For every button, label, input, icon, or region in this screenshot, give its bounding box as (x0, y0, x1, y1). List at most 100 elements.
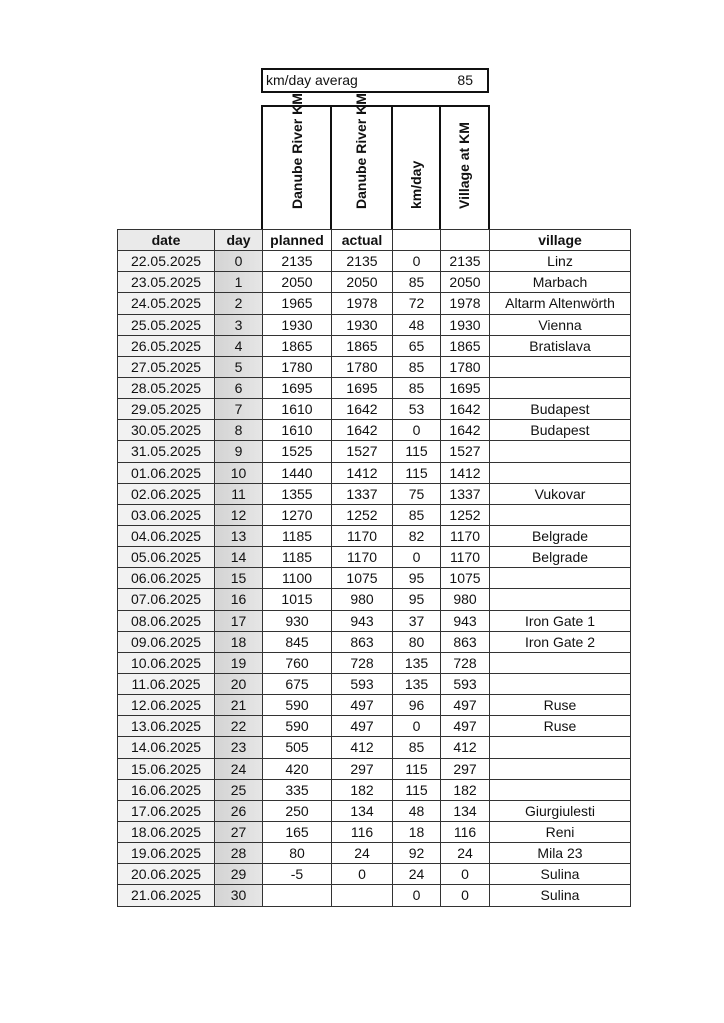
cell-actual: 728 (331, 651, 393, 674)
cell-village (489, 503, 631, 526)
cell-village-at-km: 1642 (440, 419, 490, 442)
cell-planned: 2135 (262, 250, 332, 273)
cell-village-at-km: 1337 (440, 482, 490, 505)
cell-village-at-km: 116 (440, 820, 490, 844)
cell-day: 8 (214, 419, 263, 442)
cell-date: 20.06.2025 (117, 863, 215, 886)
column-header-village: village (489, 228, 631, 252)
table-row: 09.06.2025 18 845 863 80 863 Iron Gate 2 (117, 630, 631, 653)
cell-day: 19 (214, 651, 263, 674)
itinerary-table: date day planned actual village 22.05.2025 0 2… (117, 228, 631, 907)
cell-village (489, 355, 631, 378)
cell-village-at-km: 1170 (440, 524, 490, 548)
cell-day: 25 (214, 778, 263, 801)
cell-date: 10.06.2025 (117, 651, 215, 674)
cell-km-day: 0 (392, 546, 441, 569)
cell-date: 21.06.2025 (117, 884, 215, 907)
cell-village: Bratislava (489, 334, 631, 357)
cell-date: 31.05.2025 (117, 440, 215, 463)
cell-day: 10 (214, 461, 263, 484)
cell-village-at-km: 497 (440, 694, 490, 717)
cell-village: Vukovar (489, 482, 631, 505)
cell-actual: 24 (331, 842, 393, 865)
cell-km-day: 24 (392, 863, 441, 886)
cell-planned (262, 884, 332, 907)
cell-km-day: 0 (392, 250, 441, 273)
cell-planned: 1610 (262, 419, 332, 442)
cell-day: 4 (214, 334, 263, 357)
cell-date: 15.06.2025 (117, 757, 215, 780)
header-text: Village at KM (456, 122, 472, 209)
cell-actual: 1412 (331, 461, 393, 484)
cell-planned: 1865 (262, 334, 332, 357)
cell-day: 22 (214, 715, 263, 738)
cell-km-day: 85 (392, 271, 441, 294)
cell-date: 27.05.2025 (117, 355, 215, 378)
cell-day: 9 (214, 440, 263, 463)
cell-km-day: 92 (392, 842, 441, 865)
cell-day: 27 (214, 820, 263, 844)
cell-day: 26 (214, 799, 263, 822)
cell-date: 30.05.2025 (117, 419, 215, 442)
cell-village-at-km: 24 (440, 842, 490, 865)
cell-actual: 1865 (331, 334, 393, 357)
cell-date: 11.06.2025 (117, 672, 215, 696)
table-row: 18.06.2025 27 165 116 18 116 Reni (117, 820, 631, 844)
column-header-planned: planned (262, 228, 332, 252)
cell-actual: 1642 (331, 419, 393, 442)
cell-km-day: 115 (392, 778, 441, 801)
header-text: Danube River KM (288, 93, 305, 209)
cell-planned: 1185 (262, 524, 332, 548)
cell-actual: 297 (331, 757, 393, 780)
table-row: 21.06.2025 30 0 0 Sulina (117, 884, 631, 907)
cell-date: 08.06.2025 (117, 609, 215, 632)
table-row: 14.06.2025 23 505 412 85 412 (117, 736, 631, 759)
cell-km-day: 115 (392, 757, 441, 780)
cell-planned: 165 (262, 820, 332, 844)
cell-actual: 1170 (331, 524, 393, 548)
cell-km-day: 0 (392, 715, 441, 738)
header-planned-km: Danube River KM (261, 93, 332, 229)
cell-day: 17 (214, 609, 263, 632)
cell-village (489, 461, 631, 484)
cell-village: Sulina (489, 863, 631, 886)
cell-planned: 1015 (262, 588, 332, 611)
cell-planned: 675 (262, 672, 332, 696)
cell-date: 07.06.2025 (117, 588, 215, 611)
cell-km-day: 135 (392, 651, 441, 674)
cell-date: 16.06.2025 (117, 778, 215, 801)
cell-actual: 0 (331, 863, 393, 886)
cell-date: 04.06.2025 (117, 524, 215, 548)
cell-village-at-km: 182 (440, 778, 490, 801)
table-row: 20.06.2025 29 -5 0 24 0 Sulina (117, 863, 631, 886)
cell-day: 2 (214, 292, 263, 315)
cell-date: 09.06.2025 (117, 630, 215, 653)
cell-actual: 1642 (331, 398, 393, 421)
cell-actual: 980 (331, 588, 393, 611)
cell-village-at-km: 297 (440, 757, 490, 780)
cell-village-at-km: 2135 (440, 250, 490, 273)
cell-village (489, 651, 631, 674)
cell-village: Vienna (489, 313, 631, 336)
cell-actual: 1170 (331, 546, 393, 569)
cell-village-at-km: 593 (440, 672, 490, 696)
header-row: date day planned actual village (117, 228, 631, 252)
cell-actual: 116 (331, 820, 393, 844)
cell-km-day: 53 (392, 398, 441, 421)
table-row: 05.06.2025 14 1185 1170 0 1170 Belgrade (117, 546, 631, 569)
cell-planned: 845 (262, 630, 332, 653)
cell-actual: 1978 (331, 292, 393, 315)
cell-village-at-km: 1695 (440, 376, 490, 400)
column-header-day: day (214, 228, 263, 252)
cell-village (489, 736, 631, 759)
cell-date: 03.06.2025 (117, 503, 215, 526)
table-row: 16.06.2025 25 335 182 115 182 (117, 778, 631, 801)
cell-km-day: 72 (392, 292, 441, 315)
cell-village: Budapest (489, 398, 631, 421)
cell-village: Marbach (489, 271, 631, 294)
table-row: 11.06.2025 20 675 593 135 593 (117, 672, 631, 696)
cell-date: 29.05.2025 (117, 398, 215, 421)
cell-km-day: 85 (392, 355, 441, 378)
cell-village (489, 588, 631, 611)
cell-village: Ruse (489, 715, 631, 738)
